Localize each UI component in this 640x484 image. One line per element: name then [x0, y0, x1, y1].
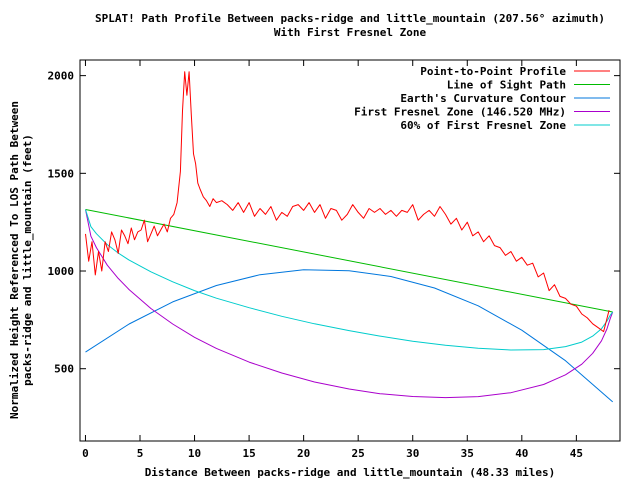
plot-frame	[79, 59, 621, 442]
y-tick-label: 2000	[48, 70, 75, 83]
y-tick-label: 1500	[48, 167, 75, 180]
y-axis-label-line1: Normalized Height Referenced To LOS Path…	[8, 101, 21, 419]
series-line-2	[85, 269, 614, 403]
series-line-1	[85, 209, 613, 313]
x-tick-label: 25	[352, 447, 365, 460]
x-tick-label: 0	[82, 447, 89, 460]
y-tick-label: 1000	[48, 265, 75, 278]
legend-label-3: First Fresnel Zone (146.520 MHz)	[354, 106, 566, 119]
y-axis-label-line2: packs-ridge and little_mountain (feet)	[21, 134, 34, 386]
legend-label-2: Earth's Curvature Contour	[400, 92, 566, 105]
legend-label-4: 60% of First Fresnel Zone	[400, 119, 566, 132]
x-tick-label: 20	[297, 447, 310, 460]
y-tick-label: 500	[54, 363, 74, 376]
x-tick-label: 30	[406, 447, 419, 460]
plot-area: 0 5 10 15 20 25 30 35 40 45 500 1000 1500 2000	[48, 59, 621, 460]
legend-label-1: Line of Sight Path	[447, 79, 566, 92]
x-tick-label: 40	[515, 447, 528, 460]
x-axis-label: Distance Between packs-ridge and little_…	[145, 466, 556, 479]
x-tick-label: 45	[570, 447, 583, 460]
legend-label-0: Point-to-Point Profile	[420, 65, 566, 78]
series-line-0	[85, 71, 610, 333]
x-tick-label: 15	[242, 447, 255, 460]
x-tick-label: 5	[137, 447, 144, 460]
series-line-3	[85, 209, 614, 399]
series-line-4	[85, 209, 614, 351]
x-tick-label: 10	[188, 447, 201, 460]
chart-title: SPLAT! Path Profile Between packs-ridge …	[95, 12, 605, 25]
chart-subtitle: With First Fresnel Zone	[274, 26, 427, 39]
x-tick-label: 35	[461, 447, 474, 460]
